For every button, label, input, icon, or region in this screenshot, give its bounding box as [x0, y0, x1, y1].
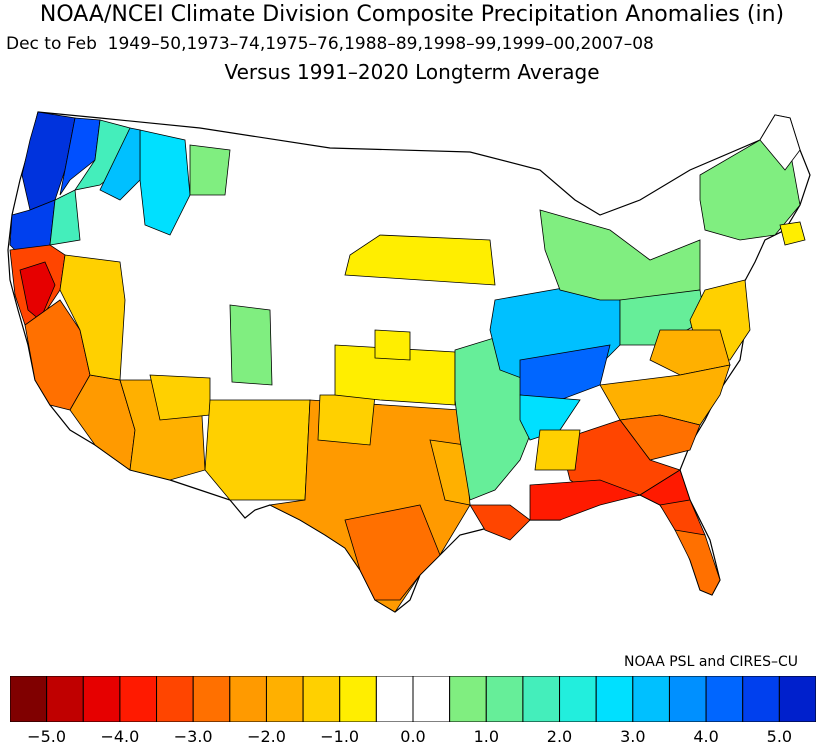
color-scale-swatch: [778, 676, 816, 722]
region-oregon-willamette: [49, 189, 81, 246]
region-maine-interior: [759, 114, 801, 171]
region-cape-cod: [779, 221, 806, 246]
color-scale-tick-label: 1.0: [473, 727, 500, 746]
color-scale-tick-label: −2.0: [247, 727, 286, 746]
region-nevada: [59, 254, 126, 381]
map-comparison-text: Versus 1991–2020 Longterm Average: [224, 60, 600, 84]
color-scale-swatch: [485, 676, 524, 722]
region-eastern-washington: [99, 127, 141, 201]
color-scale-swatch: [412, 676, 451, 722]
color-scale-tick-label: −4.0: [100, 727, 140, 746]
region-tennessee-valley: [519, 344, 611, 401]
color-scale-swatch: [559, 676, 597, 722]
map-subtitle: Dec to Feb 1949–50,1973–74,1975–76,1988–…: [6, 34, 654, 54]
color-scale-tick-label: 4.0: [693, 727, 719, 746]
color-scale-tick-label: −5.0: [27, 727, 67, 746]
color-scale-bar: [10, 676, 816, 722]
color-scale-swatch: [339, 676, 377, 722]
region-alabama-north: [534, 429, 581, 471]
color-scale-swatch: [46, 676, 84, 722]
precipitation-anomaly-map: [7, 111, 811, 613]
color-scale-swatch: [10, 676, 48, 722]
region-south-texas: [344, 504, 441, 601]
color-scale-swatch: [82, 676, 121, 722]
region-montana-west: [189, 144, 231, 196]
region-louisiana: [469, 504, 531, 541]
region-texas-panhandle: [317, 394, 376, 446]
map-title: NOAA/NCEI Climate Division Composite Pre…: [39, 2, 785, 27]
color-scale-swatch: [375, 676, 414, 722]
color-scale-swatch: [192, 676, 231, 722]
color-scale-tick-label: 0.0: [400, 727, 426, 746]
color-scale-swatch: [668, 676, 707, 722]
color-scale-tick-label: 5.0: [766, 727, 793, 746]
color-scale-swatch: [229, 676, 267, 722]
region-east-texas: [429, 439, 471, 506]
color-scale-swatch: [265, 676, 304, 722]
color-scale-swatch: [449, 676, 487, 722]
color-scale-swatch: [595, 676, 634, 722]
region-south-florida: [674, 529, 721, 596]
region-kansas: [374, 329, 411, 361]
color-scale-tick-label: −3.0: [173, 727, 213, 746]
region-utah-east: [229, 304, 273, 386]
color-scale-swatch: [742, 676, 780, 722]
color-scale-swatch: [302, 676, 341, 722]
color-scale-tick-label: 2.0: [546, 727, 573, 746]
region-new-mexico: [204, 399, 311, 501]
region-gulf-coast: [529, 479, 642, 521]
color-scale-swatch: [156, 676, 194, 722]
region-oklahoma: [334, 344, 456, 406]
color-scale-swatch: [705, 676, 744, 722]
region-north-coast-california: [19, 261, 56, 321]
color-scale-swatch: [119, 676, 158, 722]
region-dakotas: [344, 234, 496, 286]
color-scale-tick-labels: −5.0 −4.0 −3.0 −2.0 −1.0 0.0 1.0 2.0 3.0 4.0 5.0: [0, 727, 824, 746]
color-scale-swatch: [632, 676, 670, 722]
color-scale-tick-label: 3.0: [620, 727, 646, 746]
region-arizona-north: [149, 374, 211, 421]
color-scale-tick-label: −1.0: [320, 727, 360, 746]
color-scale-swatch: [522, 676, 561, 722]
credit-text: NOAA PSL and CIRES–CU: [624, 654, 798, 670]
